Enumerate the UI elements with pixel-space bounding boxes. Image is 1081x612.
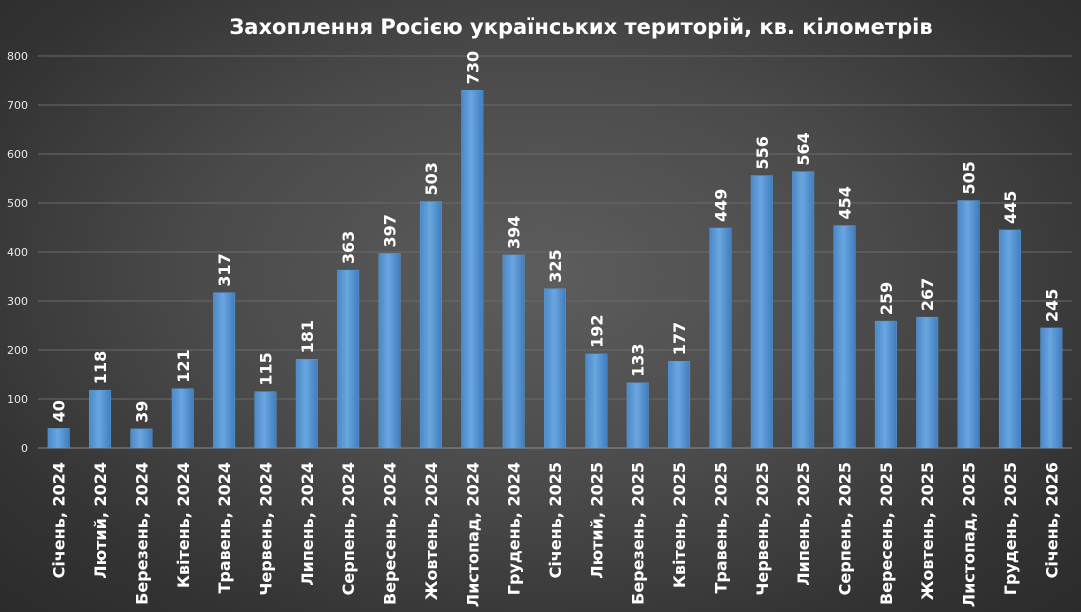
- x-tick-label: Серпень, 2025: [836, 462, 855, 595]
- bar: [750, 175, 773, 449]
- x-tick-label: Вересень, 2025: [877, 462, 896, 605]
- data-label: 394: [505, 216, 524, 249]
- y-tick-label: 500: [7, 197, 28, 210]
- data-label: 267: [918, 278, 937, 311]
- data-label: 40: [50, 400, 69, 422]
- bar: [130, 428, 153, 449]
- x-tick-label: Травень, 2024: [215, 462, 234, 594]
- bar: [337, 269, 360, 449]
- x-tick-label: Липень, 2025: [794, 462, 813, 586]
- bar: [833, 225, 856, 449]
- bar: [668, 361, 691, 449]
- gridlines: [38, 55, 1072, 449]
- data-label: 115: [256, 352, 275, 385]
- x-tick-label: Грудень, 2025: [1001, 462, 1020, 595]
- y-tick-label: 600: [7, 148, 28, 161]
- bar: [419, 201, 442, 449]
- bar: [916, 316, 939, 449]
- x-tick-label: Березень, 2025: [629, 462, 648, 605]
- bar: [874, 320, 897, 449]
- x-tick-label: Квітень, 2024: [174, 462, 193, 588]
- data-label: 556: [753, 136, 772, 169]
- bar: [502, 254, 525, 449]
- data-label: 325: [546, 249, 565, 282]
- y-axis-ticks: 0 100 200 300 400 500 600 700 800: [7, 50, 28, 455]
- chart-title: Захоплення Росією українських територій,…: [229, 15, 932, 39]
- bar: [709, 227, 732, 449]
- bar: [543, 288, 567, 449]
- data-label: 121: [174, 349, 193, 382]
- y-tick-label: 800: [7, 50, 28, 63]
- data-label: 181: [298, 320, 317, 353]
- data-label: 397: [381, 214, 400, 247]
- data-label: 133: [629, 343, 648, 376]
- data-label: 245: [1042, 289, 1061, 322]
- bar: [171, 388, 194, 449]
- x-tick-label: Лютий, 2024: [91, 462, 110, 579]
- x-axis-ticks: Січень, 2024 Лютий, 2024 Березень, 2024 Кві…: [50, 462, 1062, 607]
- x-tick-label: Січень, 2026: [1042, 462, 1061, 578]
- data-label: 118: [91, 351, 110, 384]
- bar: [626, 382, 649, 449]
- bar: [295, 359, 318, 449]
- data-label: 192: [587, 315, 606, 348]
- x-tick-label: Лютий, 2025: [587, 462, 606, 579]
- x-tick-label: Січень, 2024: [50, 462, 69, 578]
- data-label: 177: [670, 322, 689, 355]
- bar: [1040, 327, 1063, 449]
- y-tick-label: 300: [7, 295, 28, 308]
- x-tick-label: Січень, 2025: [546, 462, 565, 578]
- x-tick-label: Червень, 2025: [753, 462, 772, 596]
- data-label: 363: [339, 231, 358, 264]
- x-tick-label: Травень, 2025: [711, 462, 730, 594]
- data-label: 259: [877, 282, 896, 315]
- x-tick-label: Червень, 2024: [256, 462, 275, 596]
- data-label: 317: [215, 253, 234, 286]
- data-label: 503: [422, 162, 441, 195]
- x-tick-label: Квітень, 2025: [670, 462, 689, 588]
- x-tick-label: Грудень, 2024: [505, 462, 524, 595]
- y-tick-label: 100: [7, 393, 28, 406]
- data-label: 454: [836, 186, 855, 219]
- x-tick-label: Жовтень, 2024: [422, 462, 441, 600]
- bar: [378, 253, 401, 449]
- data-label: 564: [794, 132, 813, 165]
- bar: [585, 353, 608, 449]
- data-labels: 40 118 39 121 317 115 181 363 397 503 730 394 325 192…: [50, 51, 1062, 423]
- data-label: 39: [132, 401, 151, 423]
- y-tick-label: 200: [7, 344, 28, 357]
- bar: [461, 90, 484, 449]
- x-tick-label: Серпень, 2024: [339, 462, 358, 595]
- x-tick-label: Липень, 2024: [298, 462, 317, 586]
- bar: [792, 171, 815, 449]
- data-label: 730: [463, 51, 482, 84]
- x-tick-label: Жовтень, 2025: [918, 462, 937, 600]
- x-tick-label: Листопад, 2024: [463, 462, 482, 607]
- bar: [47, 428, 70, 449]
- bar: [998, 229, 1021, 449]
- y-tick-label: 400: [7, 246, 28, 259]
- data-label: 449: [711, 189, 730, 222]
- x-tick-label: Березень, 2024: [132, 462, 151, 605]
- data-label: 445: [1001, 191, 1020, 224]
- y-tick-label: 0: [21, 442, 28, 455]
- bar: [957, 200, 980, 449]
- x-tick-label: Листопад, 2025: [960, 462, 979, 607]
- bars: [47, 90, 1063, 449]
- data-label: 505: [960, 161, 979, 194]
- bar: [89, 389, 112, 449]
- bar: [254, 391, 277, 449]
- y-tick-label: 700: [7, 99, 28, 112]
- x-tick-label: Вересень, 2024: [381, 462, 400, 605]
- bar: [213, 292, 236, 449]
